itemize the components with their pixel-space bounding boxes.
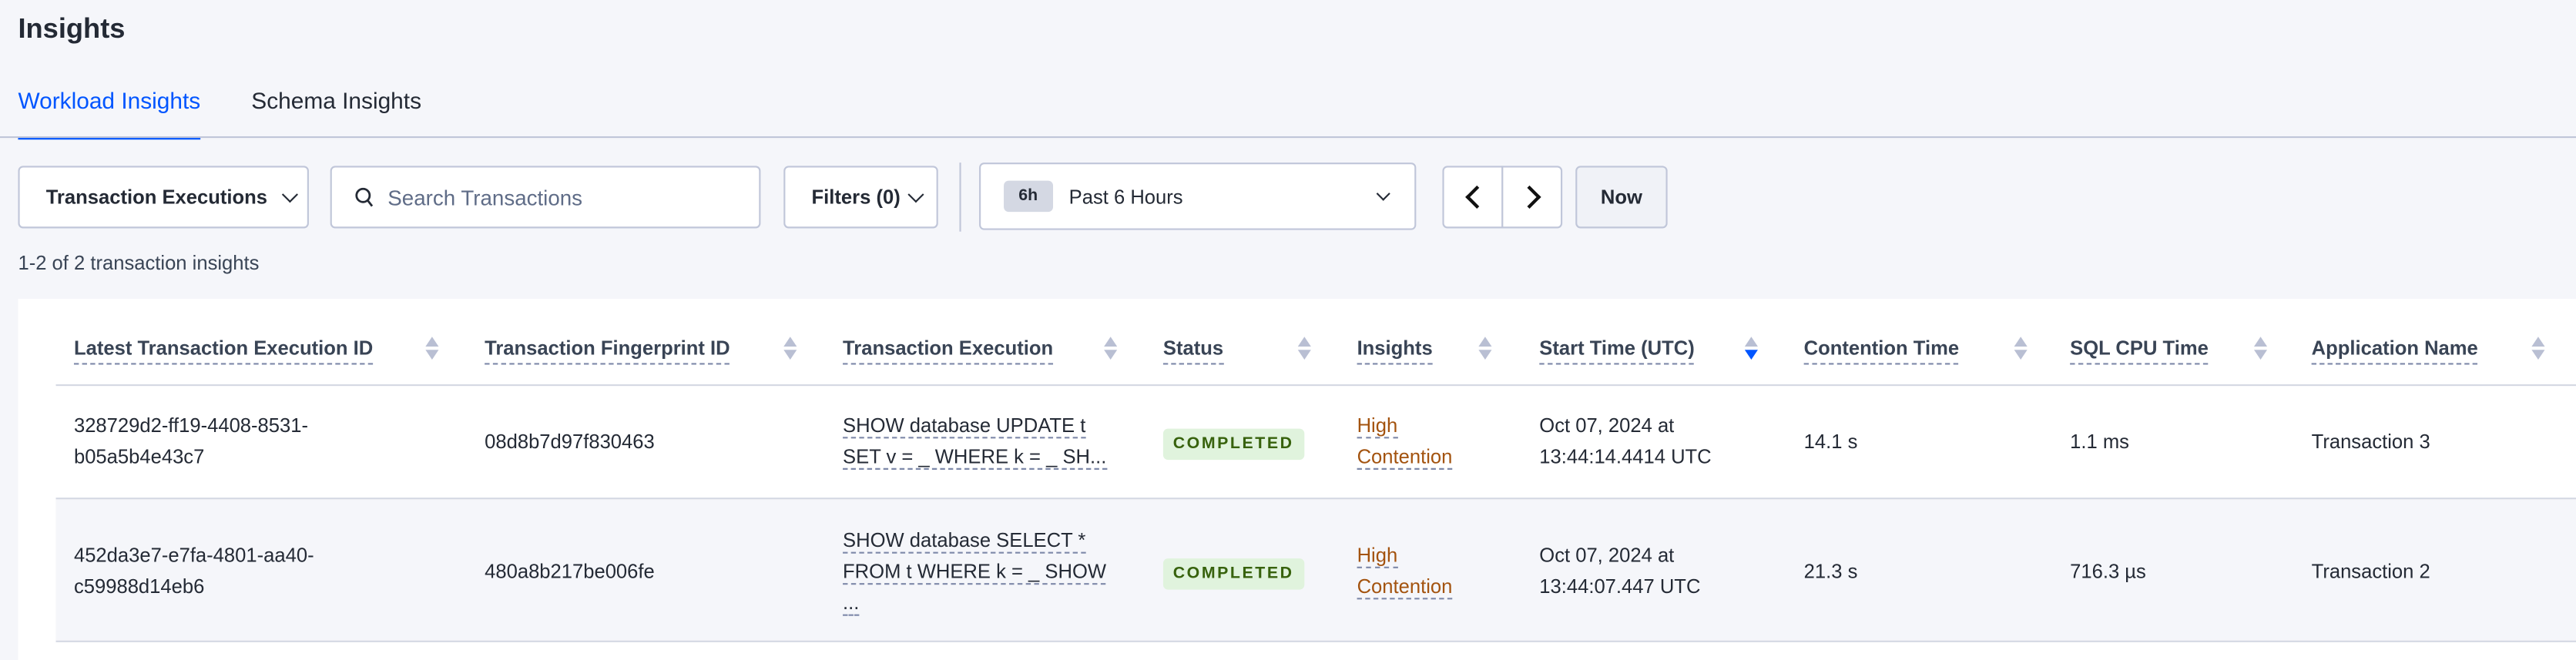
sort-icon[interactable] — [1478, 337, 1492, 363]
insight-link[interactable]: High Contention — [1357, 541, 1453, 603]
search-icon — [355, 186, 374, 206]
contention-time: 21.3 s — [1803, 560, 1858, 584]
execution-id-link[interactable]: 452da3e7-e7fa-4801-aa40- c59988d14eb6 — [73, 543, 314, 598]
fingerprint-id-link[interactable]: 08d8b7d97f830463 — [485, 430, 655, 454]
insight-link[interactable]: High Contention — [1357, 410, 1453, 473]
result-count: 1-2 of 2 transaction insights — [18, 251, 260, 275]
previous-time-button[interactable] — [1442, 166, 1504, 229]
filters-button[interactable]: Filters (0) — [783, 166, 938, 229]
sql-cpu-time: 716.3 µs — [2070, 560, 2146, 584]
start-time: Oct 07, 2024 at 13:44:07.447 UTC — [1539, 543, 1701, 598]
page-title: Insights — [18, 13, 126, 45]
status-badge: COMPLETED — [1162, 557, 1304, 590]
sort-icon[interactable] — [2014, 337, 2028, 363]
sort-icon[interactable] — [1104, 337, 1118, 363]
column-header-transaction-execution[interactable]: Transaction Execution — [843, 337, 1054, 365]
tab-divider — [0, 136, 2576, 139]
sort-descending-icon[interactable] — [1744, 337, 1758, 363]
view-select-label: Transaction Executions — [45, 185, 268, 209]
search-placeholder: Search Transactions — [387, 184, 583, 209]
sort-icon[interactable] — [425, 337, 439, 363]
search-input[interactable]: Search Transactions — [330, 166, 761, 229]
column-header-contention-time[interactable]: Contention Time — [1803, 337, 1960, 365]
chevron-left-icon — [1464, 185, 1488, 209]
column-header-insights[interactable]: Insights — [1357, 337, 1433, 365]
toolbar-divider — [959, 162, 961, 232]
table-row-2-bg — [55, 499, 2576, 641]
sort-icon[interactable] — [783, 337, 797, 363]
application-name: Transaction 2 — [2311, 560, 2430, 584]
sql-cpu-time: 1.1 ms — [2070, 430, 2129, 454]
start-time: Oct 07, 2024 at 13:44:14.4414 UTC — [1539, 414, 1712, 468]
column-header-start-time[interactable]: Start Time (UTC) — [1539, 337, 1695, 365]
transaction-execution-text[interactable]: SHOW database SELECT * FROM t WHERE k = _… — [843, 525, 1107, 619]
chevron-right-icon — [1517, 185, 1541, 209]
row-divider — [55, 640, 2576, 642]
sort-icon[interactable] — [2531, 337, 2545, 363]
execution-id-link[interactable]: 328729d2-ff19-4408-8531- b05a5b4e43c7 — [73, 414, 309, 468]
now-label: Now — [1600, 185, 1642, 209]
next-time-button[interactable] — [1501, 166, 1563, 229]
time-range-badge: 6h — [1004, 180, 1053, 213]
time-range-label: Past 6 Hours — [1068, 184, 1183, 208]
transaction-execution-text[interactable]: SHOW database UPDATE t SET v = _ WHERE k … — [843, 410, 1107, 473]
tab-workload-insights[interactable]: Workload Insights — [18, 87, 201, 140]
application-name: Transaction 3 — [2311, 430, 2430, 454]
contention-time: 14.1 s — [1803, 430, 1858, 454]
column-header-application-name[interactable]: Application Name — [2311, 337, 2478, 365]
tab-schema-insights[interactable]: Schema Insights — [251, 87, 422, 114]
fingerprint-id-link[interactable]: 480a8b217be006fe — [485, 560, 655, 584]
column-header-fingerprint-id[interactable]: Transaction Fingerprint ID — [485, 337, 730, 365]
time-range-select[interactable]: 6h Past 6 Hours — [979, 162, 1417, 230]
row-divider — [55, 498, 2576, 500]
chevron-down-icon — [907, 186, 924, 203]
chevron-down-icon — [281, 186, 298, 203]
column-header-latest-execution-id[interactable]: Latest Transaction Execution ID — [73, 337, 374, 365]
column-header-status[interactable]: Status — [1162, 337, 1224, 365]
chevron-down-icon — [1376, 186, 1390, 200]
header-divider — [55, 384, 2576, 387]
now-button[interactable]: Now — [1575, 166, 1668, 229]
sort-icon[interactable] — [2253, 337, 2268, 363]
column-header-sql-cpu-time[interactable]: SQL CPU Time — [2070, 337, 2209, 365]
sort-icon[interactable] — [1297, 337, 1311, 363]
status-badge: COMPLETED — [1162, 427, 1304, 461]
filters-label: Filters (0) — [811, 185, 901, 209]
view-select-dropdown[interactable]: Transaction Executions — [18, 166, 309, 229]
